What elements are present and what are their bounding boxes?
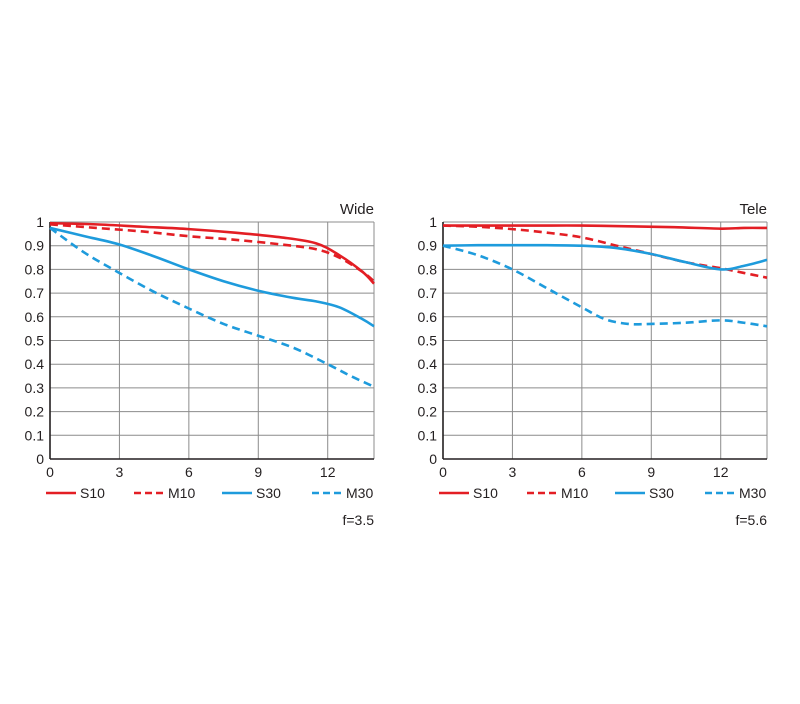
legend-label-m30: M30 [739,485,766,501]
y-tick-label: 0.1 [25,427,45,443]
series-line-s10 [49,221,375,285]
legend-label-m10: M10 [168,485,195,501]
y-tick-label: 0.5 [25,333,45,349]
y-tick-label: 0.4 [25,356,45,372]
legend-label-s30: S30 [256,485,281,501]
series-line-s10 [443,224,768,230]
x-tick-label: 0 [46,464,54,480]
legend-label-s10: S10 [473,485,498,501]
y-tick-label: 1 [429,214,437,230]
chart-wide: 0 3 6 9 12 0 0.1 0.2 0.3 0.4 0.5 0.6 0.7 0.8 0.9 1 Wide S… [25,201,375,528]
series-line-s30 [49,226,375,328]
y-tick-label: 0.1 [418,427,438,443]
x-tick-label: 0 [439,464,447,480]
y-tick-label: 0.7 [418,285,438,301]
x-tick-label: 6 [185,464,193,480]
legend-label-m30: M30 [346,485,373,501]
series-line-m30 [49,226,375,388]
y-tick-label: 0.6 [418,309,438,325]
y-tick-label: 0.2 [25,404,45,420]
x-tick-label: 12 [320,464,336,480]
y-tick-label: 0.8 [418,261,438,277]
series-line-m10 [49,223,375,283]
series-line-m30 [442,244,768,328]
y-tick-label: 0.8 [25,261,45,277]
x-tick-label: 3 [509,464,517,480]
y-tick-label: 0.3 [25,380,45,396]
y-tick-label: 0.2 [418,404,438,420]
aperture-label: f=3.5 [342,512,374,528]
legend-label-m10: M10 [561,485,588,501]
y-tick-label: 0 [36,451,44,467]
x-tick-label: 12 [713,464,729,480]
series-line-s30 [442,243,768,271]
chart-title: Wide [340,201,374,218]
x-tick-label: 9 [254,464,262,480]
x-tick-label: 9 [647,464,655,480]
y-tick-label: 0.9 [418,238,438,254]
legend-label-s10: S10 [80,485,105,501]
y-tick-label: 1 [36,214,44,230]
y-tick-label: 0 [429,451,437,467]
y-tick-label: 0.4 [418,356,438,372]
y-tick-label: 0.5 [418,333,438,349]
aperture-label: f=5.6 [735,512,767,528]
chart-title: Tele [739,201,767,218]
legend-label-s30: S30 [649,485,674,501]
y-tick-label: 0.9 [25,238,45,254]
chart-tele: 0 3 6 9 12 0 0.1 0.2 0.3 0.4 0.5 0.6 0.7 0.8 0.9 1 Tele S… [418,201,768,528]
y-tick-label: 0.7 [25,285,45,301]
y-tick-label: 0.6 [25,309,45,325]
x-tick-label: 3 [116,464,124,480]
y-tick-label: 0.3 [418,380,438,396]
x-tick-label: 6 [578,464,586,480]
